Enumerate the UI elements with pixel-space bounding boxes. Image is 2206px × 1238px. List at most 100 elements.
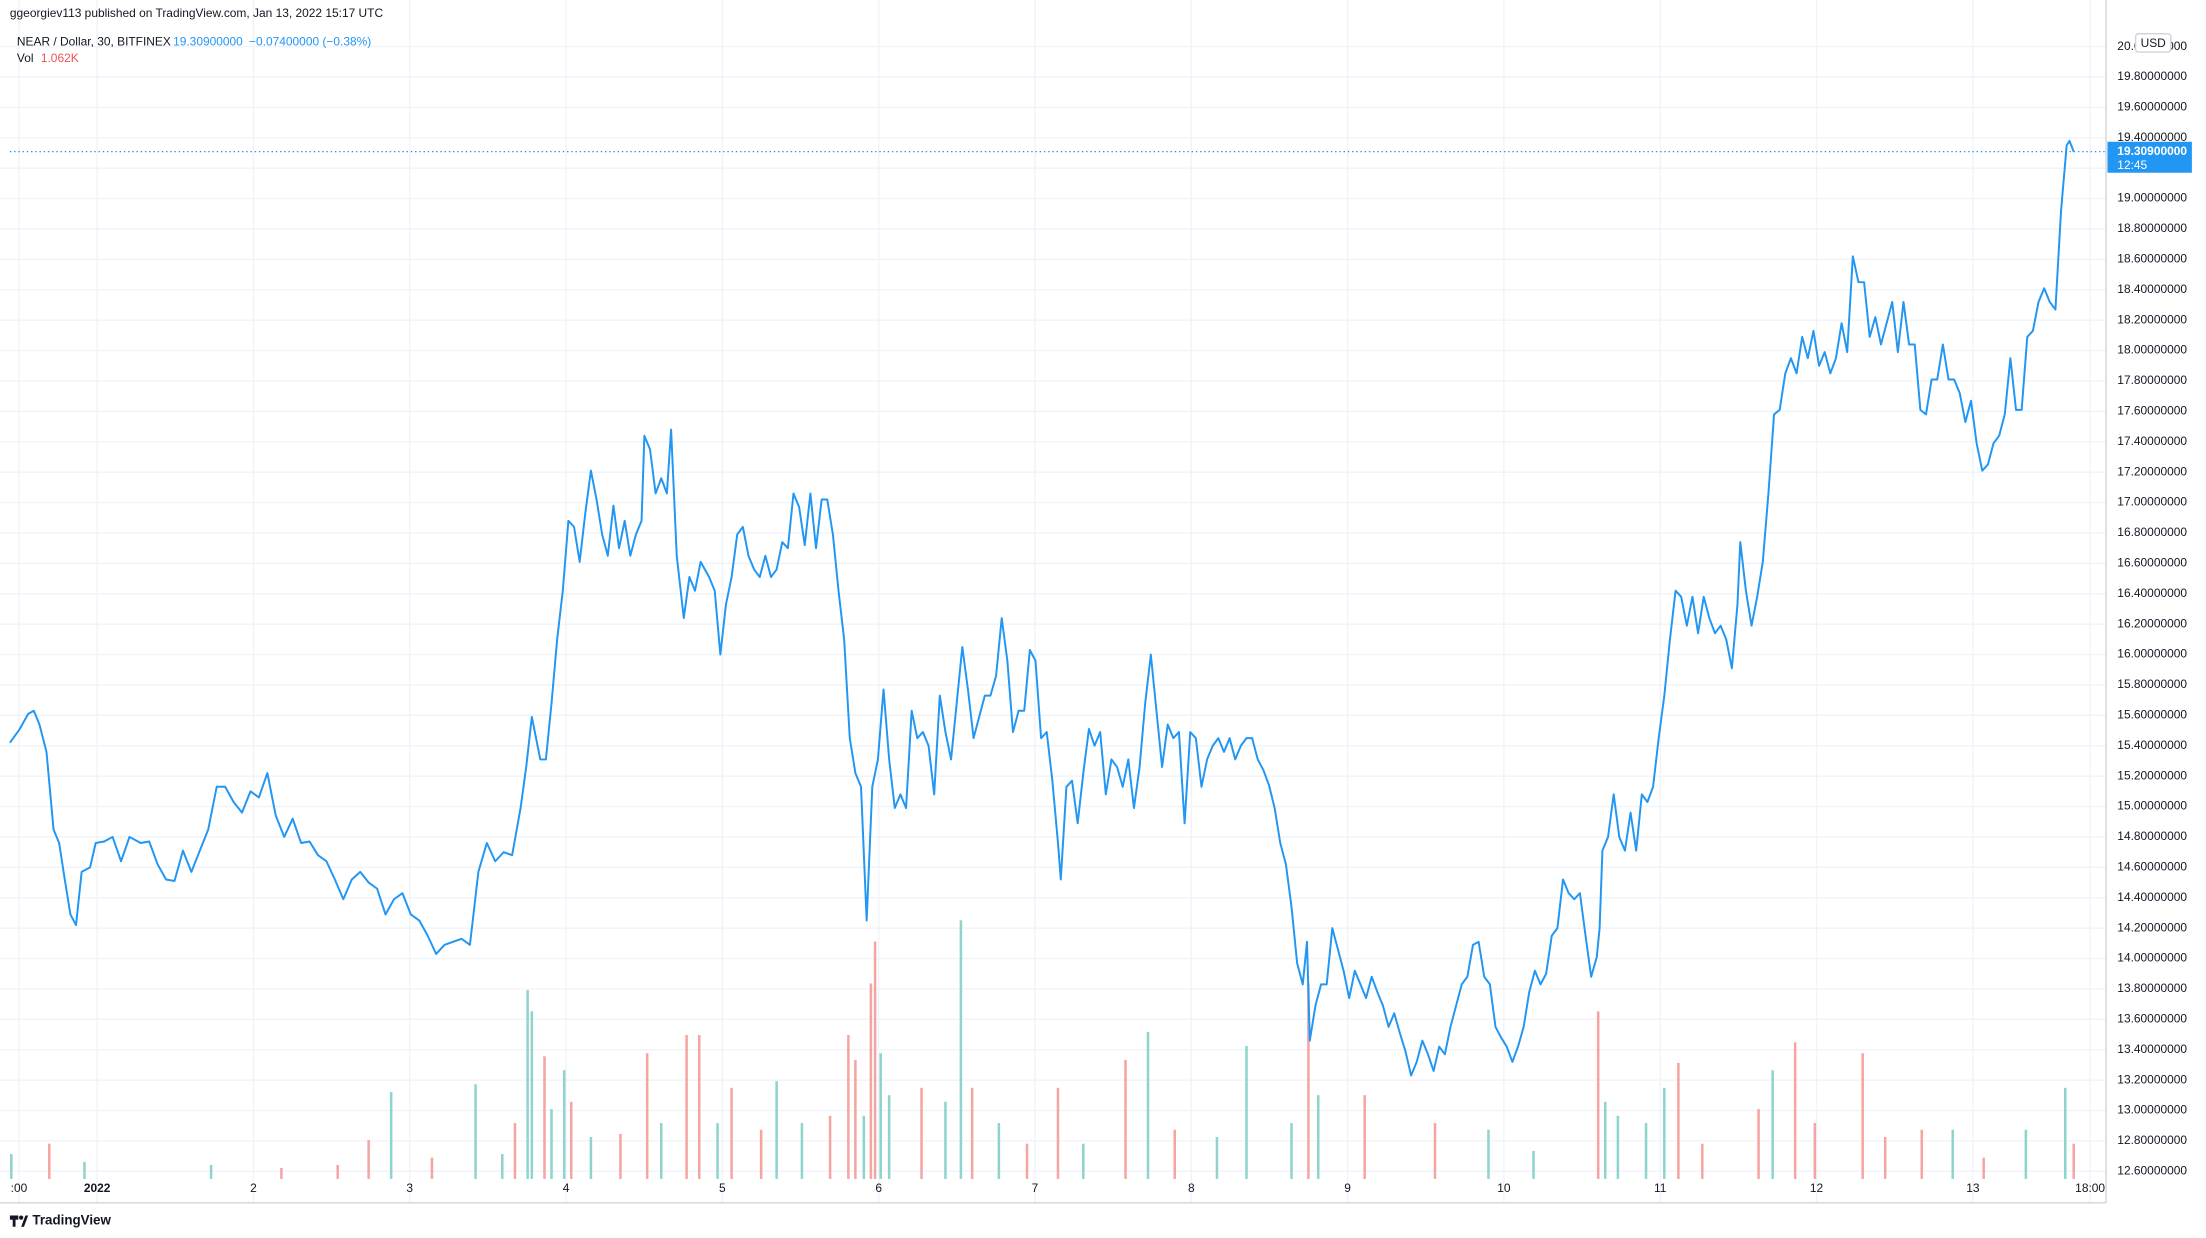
y-tick-label: 17.00000000 (2117, 495, 2187, 509)
price-line (9, 139, 2075, 1077)
volume-bar (389, 1092, 393, 1179)
volume-bar (944, 1101, 947, 1179)
volume-bar (530, 1011, 534, 1179)
volume-bar (1603, 1101, 1607, 1179)
volume-bar (1861, 1053, 1864, 1179)
volume-bar (697, 1035, 701, 1179)
x-tick-label: 6 (875, 1181, 882, 1195)
volume-bar (1082, 1143, 1085, 1179)
x-tick-label: 10 (1497, 1181, 1511, 1195)
volume-bar (879, 1053, 882, 1179)
y-tick-label: 16.20000000 (2117, 616, 2187, 630)
volume-bar (1025, 1143, 1029, 1179)
countdown-label: 12:45 (2117, 158, 2147, 172)
currency-label[interactable]: USD (2141, 36, 2167, 50)
legend-change: −0.07400000 (−0.38%) (249, 34, 371, 48)
price-pane (9, 139, 2107, 1077)
legend-price: 19.30900000 (173, 34, 243, 48)
y-tick-label: 18.80000000 (2117, 221, 2187, 235)
y-tick-label: 17.40000000 (2117, 434, 2187, 448)
volume-bar (336, 1164, 339, 1179)
x-tick-label: 12 (1810, 1181, 1824, 1195)
y-tick-label: 12.80000000 (2117, 1133, 2187, 1147)
y-tick-label: 16.00000000 (2117, 647, 2187, 661)
grid (0, 0, 2107, 1203)
volume-bar (775, 1081, 778, 1179)
y-tick-label: 14.00000000 (2117, 951, 2187, 965)
x-tick-label: 11 (1654, 1181, 1667, 1195)
volume-bar (759, 1129, 763, 1179)
y-tick-label: 17.60000000 (2117, 404, 2187, 418)
y-tick-label: 13.80000000 (2117, 981, 2187, 995)
volume-bar (1920, 1129, 1924, 1179)
y-tick-label: 13.00000000 (2117, 1103, 2187, 1117)
x-tick-label: 9 (1344, 1181, 1351, 1195)
y-tick-label: 18.20000000 (2117, 312, 2187, 326)
volume-bar (920, 1087, 923, 1179)
volume-bar (2024, 1129, 2028, 1179)
y-tick-label: 18.00000000 (2117, 343, 2187, 357)
volume-bar (589, 1137, 593, 1179)
volume-bar (1596, 1011, 1600, 1179)
volume-bar (2063, 1087, 2067, 1179)
x-tick-label: 2022 (84, 1181, 111, 1195)
volume-bar (1532, 1150, 1535, 1179)
y-tick-label: 17.20000000 (2117, 464, 2187, 478)
x-tick-label: 3 (406, 1181, 413, 1195)
y-tick-label: 15.00000000 (2117, 799, 2187, 813)
y-tick-label: 15.20000000 (2117, 768, 2187, 782)
y-tick-label: 13.40000000 (2117, 1042, 2187, 1056)
brand-name: TradingView (32, 1213, 111, 1228)
volume-bar (959, 920, 963, 1179)
symbol-title: NEAR / Dollar, 30, BITFINEX (17, 34, 171, 48)
y-tick-label: 16.40000000 (2117, 586, 2187, 600)
last-price-label: 19.30900000 (2117, 144, 2187, 158)
volume-bar (1363, 1095, 1366, 1179)
volume-bar (474, 1084, 477, 1179)
volume-bar (1757, 1109, 1760, 1179)
volume-bar (970, 1087, 974, 1179)
volume-pane (10, 920, 2075, 1179)
volume-bar (800, 1123, 804, 1179)
y-tick-label: 14.60000000 (2117, 859, 2187, 873)
volume-bar (2072, 1143, 2075, 1179)
x-tick-label: 5 (719, 1181, 726, 1195)
y-tick-label: 16.60000000 (2117, 556, 2187, 570)
currency-box[interactable] (2134, 33, 2172, 53)
y-tick-label: 13.60000000 (2117, 1011, 2187, 1025)
volume-bar (873, 941, 877, 1179)
volume-bar (1883, 1137, 1887, 1179)
volume-bar (645, 1053, 649, 1179)
volume-bar (730, 1087, 733, 1179)
volume-bar (562, 1070, 566, 1179)
volume-bar (997, 1123, 1001, 1179)
volume-bar (550, 1109, 553, 1179)
volume-bar (716, 1123, 719, 1179)
y-tick-label: 19.00000000 (2117, 191, 2187, 205)
x-tick-label: 4 (563, 1181, 570, 1195)
x-tick-label: 2 (250, 1181, 257, 1195)
brand-logo (9, 1215, 29, 1227)
volume-bar (543, 1056, 546, 1179)
volume-bar (1951, 1129, 1954, 1179)
volume-bar (83, 1161, 86, 1179)
volume-bar (1124, 1059, 1127, 1179)
x-tick-label: 18:00 (2075, 1181, 2105, 1195)
volume-bar (1215, 1137, 1219, 1179)
volume-bar (501, 1154, 504, 1179)
y-tick-label: 12.60000000 (2117, 1163, 2187, 1177)
volume-bar (1644, 1123, 1648, 1179)
volume-bar (280, 1167, 283, 1179)
y-tick-label: 13.20000000 (2117, 1072, 2187, 1086)
volume-bar (1290, 1123, 1293, 1179)
y-tick-label: 15.40000000 (2117, 738, 2187, 752)
y-tick-label: 14.80000000 (2117, 829, 2187, 843)
volume-bar (828, 1115, 832, 1179)
y-tick-label: 14.40000000 (2117, 890, 2187, 904)
x-tick-label: :00 (11, 1181, 28, 1195)
volume-bar (1771, 1070, 1774, 1179)
volume-legend-value: 1.062K (41, 51, 79, 65)
volume-bar (1813, 1123, 1817, 1179)
